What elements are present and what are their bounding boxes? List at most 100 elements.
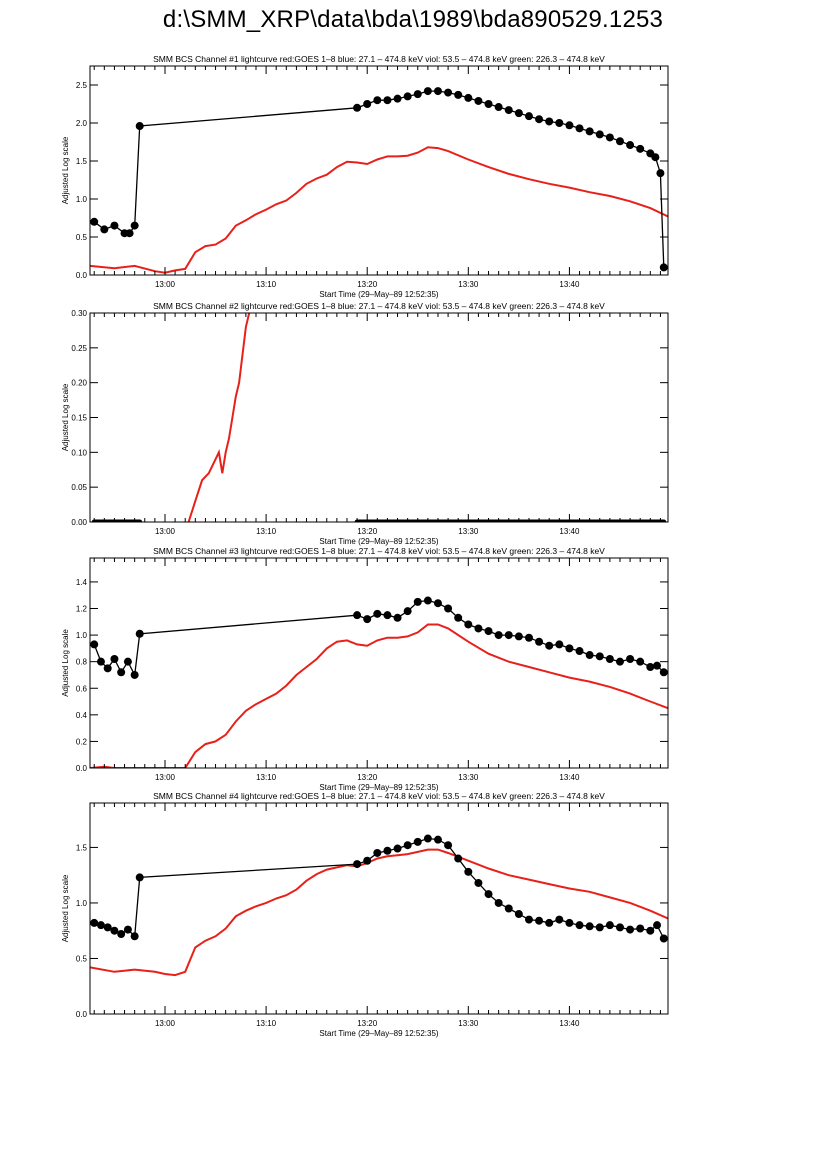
bcs-point: [433, 599, 442, 608]
series-2: [90, 596, 668, 679]
y-tick-label: 0.4: [76, 711, 88, 720]
bcs-line: [93, 599, 665, 678]
plot-frame: [89, 65, 669, 276]
bcs-point: [545, 918, 554, 927]
x-tick-label: 13:40: [559, 280, 580, 289]
bcs-point: [403, 607, 412, 616]
x-tick-label: 13:20: [357, 527, 378, 536]
plot-frame: [89, 312, 669, 523]
bcs-point: [123, 925, 132, 934]
y-axis-label: Adjusted Log scale: [61, 136, 70, 204]
x-tick-label: 13:10: [256, 527, 277, 536]
bcs-point: [636, 144, 645, 153]
bcs-point: [393, 94, 402, 103]
x-tick-label: 13:20: [357, 1019, 378, 1028]
bcs-point: [413, 90, 422, 99]
x-tick-label: 13:30: [458, 527, 479, 536]
y-axis-label: Adjusted Log scale: [61, 874, 70, 942]
bcs-point: [504, 904, 513, 913]
bcs-point: [605, 133, 614, 142]
bcs-point: [373, 848, 382, 857]
bcs-point: [403, 841, 412, 850]
chart-title: SMM BCS Channel #1 lightcurve red:GOES 1…: [153, 54, 605, 64]
bcs-point: [413, 837, 422, 846]
bcs-point: [393, 613, 402, 622]
x-axis-label: Start Time (29–May–89 12:52:35): [319, 290, 439, 299]
bcs-point: [555, 915, 564, 924]
bcs-point: [524, 633, 533, 642]
bcs-point: [363, 615, 372, 624]
bcs-point: [117, 930, 126, 939]
bcs-point: [585, 651, 594, 660]
x-tick-label: 13:20: [357, 280, 378, 289]
bcs-point: [575, 647, 584, 656]
bcs-point: [656, 169, 665, 178]
bcs-point: [454, 854, 463, 863]
bcs-point: [555, 640, 564, 649]
bcs-line: [93, 837, 665, 939]
y-tick-label: 0.6: [76, 684, 88, 693]
y-tick-label: 1.0: [76, 899, 88, 908]
y-tick-label: 0.05: [71, 483, 87, 492]
bcs-point: [585, 922, 594, 931]
bcs-point: [653, 661, 662, 670]
chart-panel-4: SMM BCS Channel #4 lightcurve red:GOES 1…: [61, 791, 669, 1038]
y-tick-label: 0.0: [76, 1010, 88, 1019]
x-tick-label: 13:00: [155, 1019, 176, 1028]
bcs-point: [383, 846, 392, 855]
y-tick-label: 0.10: [71, 448, 87, 457]
bcs-point: [423, 834, 432, 843]
goes-line: [90, 623, 668, 768]
bcs-point: [353, 860, 362, 869]
bcs-point: [535, 115, 544, 124]
bcs-point: [353, 611, 362, 620]
bcs-point: [464, 867, 473, 876]
y-tick-label: 0.30: [71, 309, 87, 318]
bcs-point: [514, 632, 523, 641]
bcs-point: [103, 923, 112, 932]
bcs-point: [659, 934, 668, 943]
x-tick-label: 13:40: [559, 527, 580, 536]
bcs-point: [474, 878, 483, 887]
bcs-point: [373, 96, 382, 105]
y-tick-label: 1.5: [76, 157, 88, 166]
series-1: [90, 848, 668, 977]
page-title: d:\SMM_XRP\data\bda\1989\bda890529.1253: [162, 6, 664, 33]
bcs-point: [535, 637, 544, 646]
bcs-point: [484, 100, 493, 108]
bcs-point: [135, 873, 144, 882]
bcs-point: [514, 910, 523, 919]
bcs-point: [653, 921, 662, 930]
bcs-point: [659, 263, 668, 272]
bcs-point: [484, 890, 493, 899]
bcs-point: [524, 112, 533, 121]
bcs-point: [626, 655, 635, 664]
bcs-point: [423, 87, 432, 96]
bcs-point: [90, 640, 99, 649]
bcs-point: [575, 124, 584, 133]
y-tick-label: 2.5: [76, 81, 88, 90]
bcs-point: [464, 93, 473, 102]
bcs-point: [100, 225, 109, 234]
chart-title: SMM BCS Channel #4 lightcurve red:GOES 1…: [153, 791, 605, 801]
chart-panel-2: SMM BCS Channel #2 lightcurve red:GOES 1…: [61, 301, 669, 546]
bcs-point: [444, 88, 453, 97]
y-tick-label: 0.0: [76, 764, 88, 773]
bcs-point: [484, 627, 493, 636]
bcs-point: [110, 655, 119, 664]
bcs-point: [413, 597, 422, 606]
y-tick-label: 0.5: [76, 954, 88, 963]
bcs-point: [646, 926, 655, 935]
bcs-point: [494, 103, 503, 112]
bcs-point: [595, 130, 604, 139]
x-tick-label: 13:10: [256, 280, 277, 289]
y-tick-label: 0.20: [71, 379, 87, 388]
y-axis-label: Adjusted Log scale: [61, 383, 70, 451]
y-tick-label: 1.5: [76, 843, 88, 852]
chart-panel-3: SMM BCS Channel #3 lightcurve red:GOES 1…: [61, 546, 669, 792]
bcs-point: [565, 644, 574, 653]
y-tick-label: 0.0: [76, 271, 88, 280]
bcs-point: [130, 221, 139, 230]
bcs-point: [565, 918, 574, 927]
